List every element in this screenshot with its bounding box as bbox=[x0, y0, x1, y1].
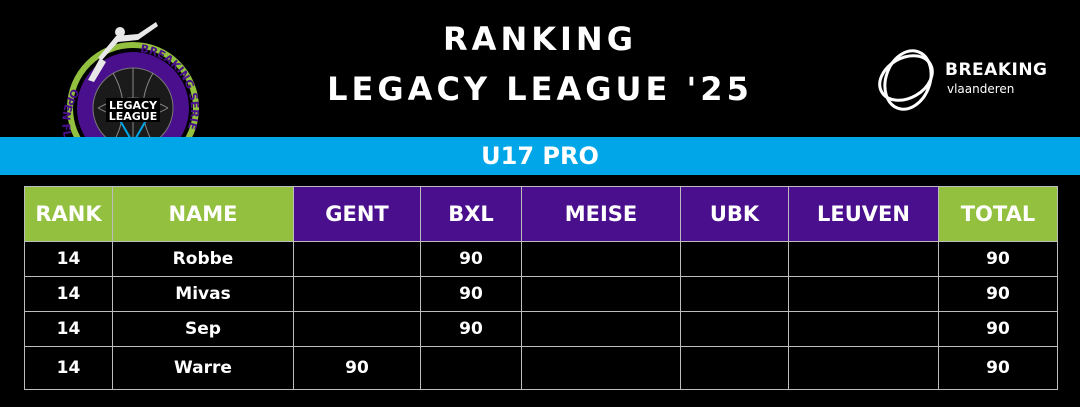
cell-rank: 14 bbox=[24, 241, 113, 277]
cell-total: 90 bbox=[938, 276, 1058, 312]
cell-name: Mivas bbox=[112, 276, 294, 312]
vlaanderen-wordmark: vlaanderen bbox=[947, 82, 1015, 96]
dancer-icon bbox=[88, 22, 158, 82]
cell-gent bbox=[293, 311, 421, 347]
cell-name: Robbe bbox=[112, 241, 294, 277]
breaking-vlaanderen-logo bbox=[878, 49, 934, 111]
col-header-bxl: BXL bbox=[420, 186, 522, 242]
cell-ubk bbox=[680, 276, 789, 312]
ranking-table: RANK NAME GENT BXL MEISE UBK LEUVEN TOTA… bbox=[24, 186, 1058, 390]
logo-center-line1: LEGACY bbox=[109, 99, 158, 112]
table-row: 14 Warre 90 90 bbox=[24, 346, 1058, 390]
table-row: 14 Sep 90 90 bbox=[24, 311, 1058, 347]
col-header-total: TOTAL bbox=[938, 186, 1058, 242]
cell-meise bbox=[521, 276, 681, 312]
cell-rank: 14 bbox=[24, 276, 113, 312]
title-line1: RANKING bbox=[443, 20, 637, 58]
cell-bxl: 90 bbox=[420, 276, 522, 312]
title-line2: LEGACY LEAGUE '25 bbox=[327, 70, 753, 108]
breaking-wordmark: BREAKING bbox=[945, 60, 1048, 80]
cell-name: Sep bbox=[112, 311, 294, 347]
cell-rank: 14 bbox=[24, 311, 113, 347]
cell-leuven bbox=[788, 346, 939, 390]
cell-leuven bbox=[788, 241, 939, 277]
cell-gent bbox=[293, 276, 421, 312]
cell-leuven bbox=[788, 311, 939, 347]
cell-meise bbox=[521, 241, 681, 277]
cell-ubk bbox=[680, 346, 789, 390]
cell-leuven bbox=[788, 276, 939, 312]
logo-center-line2: LEAGUE bbox=[109, 110, 158, 123]
category-label: U17 PRO bbox=[481, 142, 599, 170]
cell-gent: 90 bbox=[293, 346, 421, 390]
table-row: 14 Robbe 90 90 bbox=[24, 241, 1058, 277]
cell-ubk bbox=[680, 311, 789, 347]
col-header-name: NAME bbox=[112, 186, 294, 242]
cell-total: 90 bbox=[938, 241, 1058, 277]
cell-bxl bbox=[420, 346, 522, 390]
cell-name: Warre bbox=[112, 346, 294, 390]
cell-gent bbox=[293, 241, 421, 277]
col-header-ubk: UBK bbox=[680, 186, 789, 242]
cell-total: 90 bbox=[938, 311, 1058, 347]
col-header-leuven: LEUVEN bbox=[788, 186, 939, 242]
col-header-meise: MEISE bbox=[521, 186, 681, 242]
category-band bbox=[0, 137, 1080, 175]
cell-meise bbox=[521, 311, 681, 347]
table-row: 14 Mivas 90 90 bbox=[24, 276, 1058, 312]
col-header-rank: RANK bbox=[24, 186, 113, 242]
cell-total: 90 bbox=[938, 346, 1058, 390]
cell-rank: 14 bbox=[24, 346, 113, 390]
cell-ubk bbox=[680, 241, 789, 277]
col-header-gent: GENT bbox=[293, 186, 421, 242]
cell-bxl: 90 bbox=[420, 311, 522, 347]
cell-bxl: 90 bbox=[420, 241, 522, 277]
cell-meise bbox=[521, 346, 681, 390]
table-header-row: RANK NAME GENT BXL MEISE UBK LEUVEN TOTA… bbox=[24, 186, 1058, 242]
